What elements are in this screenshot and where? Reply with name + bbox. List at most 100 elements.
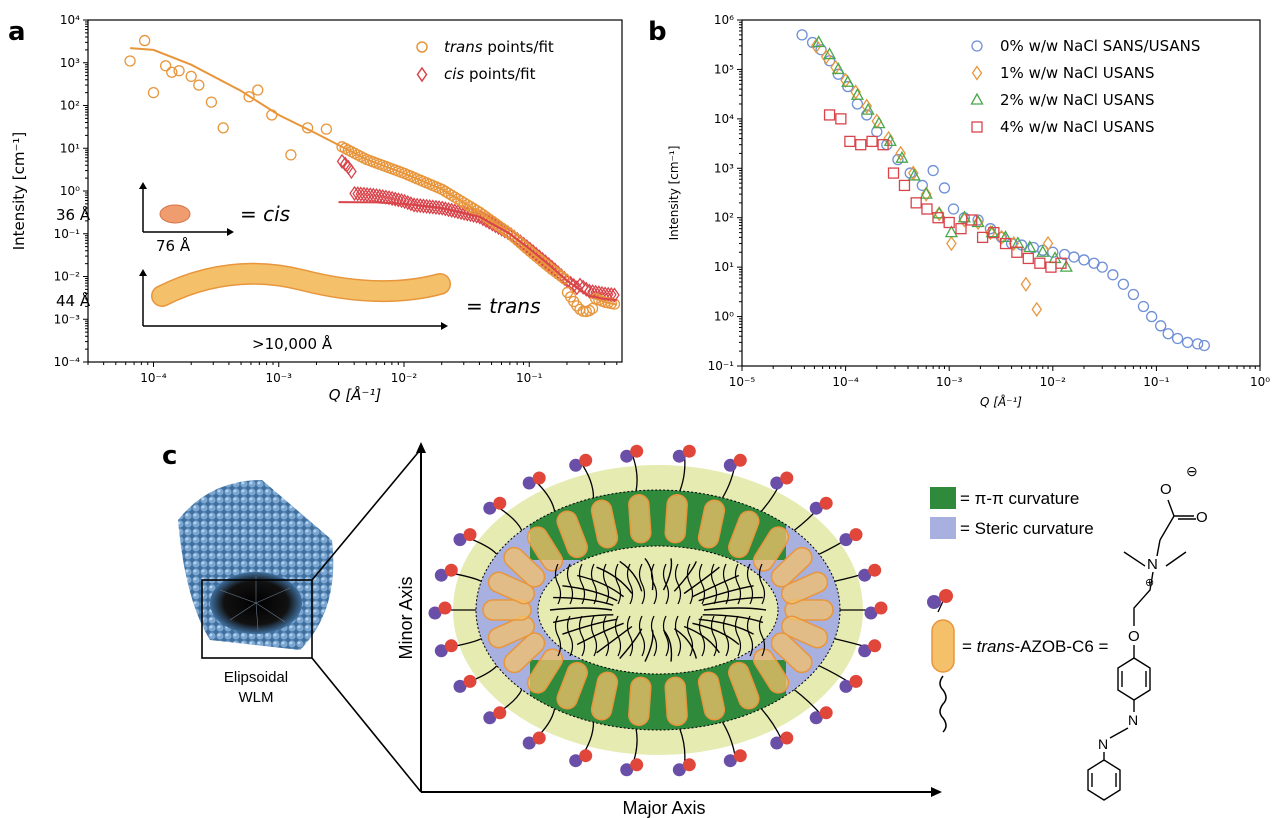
azob-rod	[752, 526, 790, 572]
nacl-0-point	[796, 29, 808, 41]
trans-point	[166, 66, 178, 78]
mol-anion-bead	[927, 595, 941, 609]
nacl-0-point	[1078, 254, 1090, 266]
inner-tail	[702, 596, 763, 606]
nacl-1-point	[920, 186, 932, 202]
legend-b-label-0: 0% w/w NaCl SANS/USANS	[1000, 37, 1200, 55]
azob-rod	[781, 615, 829, 649]
anion-bead	[453, 679, 467, 693]
cation-bead	[780, 731, 794, 745]
nacl-0-point	[1107, 269, 1119, 281]
anion-bead	[569, 458, 583, 472]
y-tick-label: 10⁻³	[54, 312, 81, 326]
wlm-cylinder: Elipsoidal WLM	[178, 480, 334, 706]
cis-point	[386, 190, 398, 207]
nacl-3-point	[1034, 257, 1046, 269]
core-tail	[638, 615, 646, 657]
inner-tail	[662, 629, 673, 662]
nacl-2-point	[944, 225, 958, 238]
mol-cation-bead	[939, 589, 953, 603]
anion-bead	[839, 533, 853, 547]
nacl-3-point	[844, 135, 856, 148]
anion-bead	[569, 754, 583, 768]
cis-point	[389, 191, 401, 207]
cation-bead	[463, 528, 477, 542]
nacl-2-point	[907, 168, 921, 181]
legend-b-label-1: 1% w/w NaCl USANS	[1000, 64, 1155, 82]
anion-bead	[483, 501, 497, 515]
cis-point	[355, 186, 367, 202]
cis-point	[455, 204, 467, 221]
legend-pi-label: = π-π curvature	[960, 489, 1079, 508]
cis-point	[336, 153, 348, 169]
azob-rod	[487, 571, 535, 605]
cis-fit-line	[338, 201, 617, 302]
nacl-3-point	[976, 231, 989, 244]
core-tail	[698, 615, 706, 657]
chart-a: 10⁻⁴ 10⁻³ 10⁻² 10⁻¹ 10⁰ 10¹ 10² 10³ 10⁴ 10⁻⁴ 10⁻³…	[10, 13, 623, 404]
ether-o: O	[1128, 628, 1140, 645]
legend-b-label-3: 4% w/w NaCl USANS	[1000, 118, 1155, 136]
core-tail	[734, 563, 742, 605]
inner-tail	[619, 628, 643, 660]
core-tail	[722, 615, 730, 657]
core-tail	[566, 615, 574, 657]
panel-c-letter: c	[162, 441, 177, 471]
azob-rod	[697, 499, 726, 549]
anion-bead	[522, 736, 536, 750]
nacl-1-point	[820, 49, 832, 65]
azob-rod	[503, 632, 546, 674]
anion-bead	[723, 458, 737, 472]
nacl-2-point	[861, 102, 875, 115]
chart-b-frame	[741, 19, 1261, 367]
core-tail	[650, 563, 658, 605]
anion-bead	[522, 476, 536, 490]
nacl-2-point	[872, 116, 886, 129]
cis-point	[443, 201, 454, 218]
cis-point	[436, 200, 448, 216]
nacl-0-point	[892, 153, 904, 166]
cis-point	[399, 193, 410, 210]
nacl-1-point	[1031, 301, 1043, 317]
legend-a-trans-label: trans points/fit	[444, 38, 554, 56]
trans-point	[173, 65, 185, 77]
core-tail	[662, 563, 670, 605]
inset-cis-height: 36 Å	[56, 205, 91, 224]
y-tick-label: 10¹	[60, 141, 80, 155]
y-tick-label: 10²	[714, 211, 734, 225]
inner-tail	[673, 561, 697, 592]
core-tail	[602, 563, 610, 605]
core-tail	[554, 615, 562, 657]
nacl-3-point	[999, 237, 1012, 250]
azob-rod	[770, 546, 813, 588]
inner-tail	[702, 614, 764, 624]
nacl-3-point	[898, 179, 911, 192]
ellipsoidal-micelle	[428, 444, 888, 777]
nacl-2-point	[812, 35, 826, 48]
nacl-3-point	[988, 226, 1000, 239]
inset-trans-label: = trans	[466, 294, 541, 318]
azob-rod	[487, 615, 535, 649]
chemical-structure: ⊖ O O N ⊕ O N N	[1087, 463, 1208, 801]
core-tail	[566, 563, 574, 605]
panel-b-letter: b	[648, 17, 667, 47]
cis-point	[433, 200, 445, 216]
nacl-3-point	[887, 167, 900, 179]
inset-trans-width: >10,000 Å	[252, 334, 333, 353]
nacl-0-point	[1171, 332, 1184, 345]
azob-rod	[503, 546, 546, 588]
major-axis-label: Major Axis	[622, 798, 705, 818]
core-tail	[674, 615, 682, 657]
y-tick-label: 10³	[714, 161, 734, 175]
chart-b-xlabel: Q [Å⁻¹]	[980, 394, 1022, 409]
x-tick-label: 10⁻³	[936, 375, 963, 389]
anion-bead	[809, 711, 823, 725]
legend-steric-swatch	[930, 517, 956, 539]
panel-a-letter: a	[8, 17, 26, 47]
inner-tail	[549, 607, 613, 611]
cis-point	[596, 285, 608, 302]
nacl-1-point	[850, 84, 861, 100]
nacl-3-point	[855, 139, 867, 151]
core-tail	[662, 615, 670, 657]
y-tick-label: 10⁴	[714, 112, 734, 126]
